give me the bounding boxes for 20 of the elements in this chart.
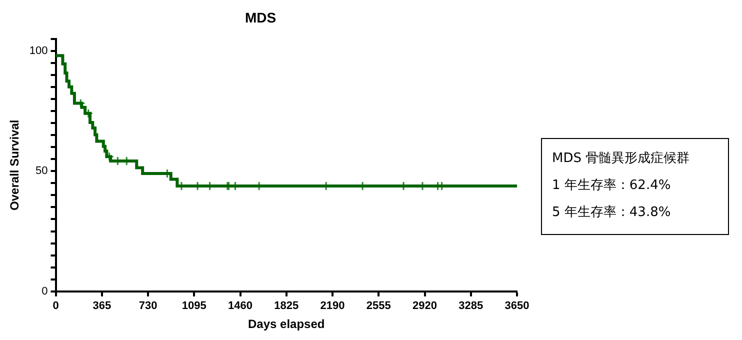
x-tick-label: 2190 (320, 300, 345, 312)
x-tick-label: 2920 (412, 300, 437, 312)
y-tick-label: 100 (29, 44, 48, 57)
x-tick-label: 0 (52, 300, 59, 312)
x-tick-label: 1095 (182, 300, 206, 312)
x-tick-label: 3650 (504, 300, 530, 312)
x-tick-label: 730 (138, 300, 158, 312)
x-tick-label: 2555 (366, 300, 391, 312)
x-tick-label: 1460 (228, 300, 252, 312)
x-tick-label: 3285 (458, 300, 484, 312)
y-axis-title: Overall Survival (8, 120, 22, 210)
text: 5 年生存率：43.8% (552, 204, 672, 222)
x-tick-label: 1825 (274, 300, 299, 312)
x-axis-title: Days elapsed (248, 317, 325, 332)
text: MDS 骨髄異形成症候群 (552, 150, 691, 168)
x-tick-label: 365 (92, 300, 112, 312)
text: 1 年生存率：62.4% (552, 177, 672, 195)
y-tick-label: 0 (42, 285, 48, 298)
chart-title: MDS (244, 9, 276, 26)
y-tick-label: 50 (36, 165, 48, 178)
